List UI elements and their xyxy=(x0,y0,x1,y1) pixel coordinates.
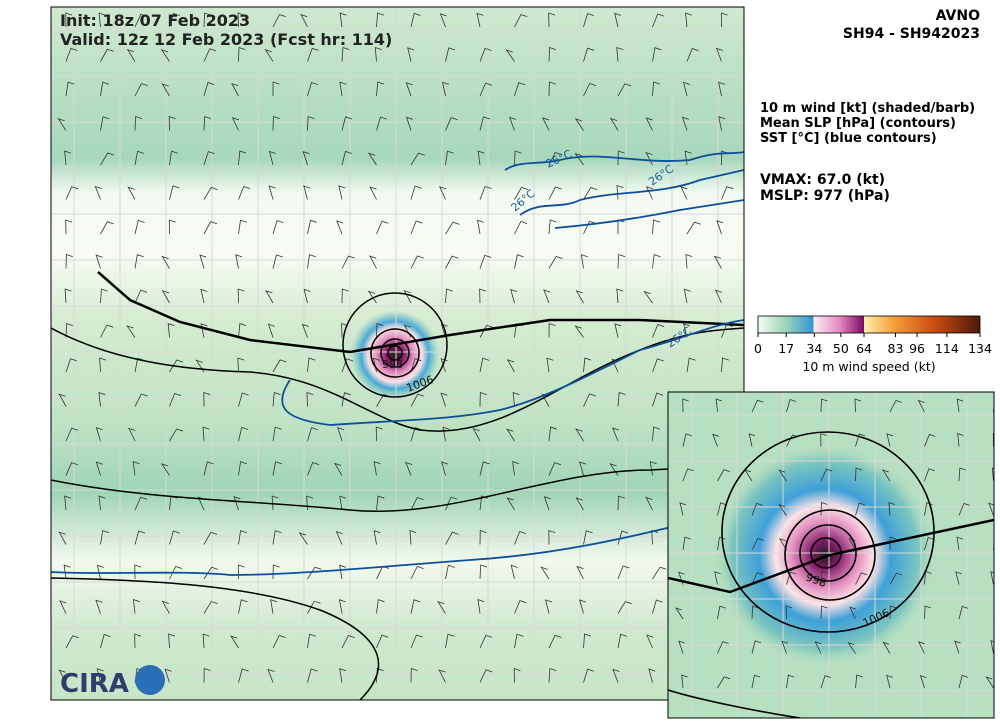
logo-text: CIRA xyxy=(60,669,129,699)
colorbar-tick-label: 114 xyxy=(935,341,959,356)
slp-label: 998 xyxy=(382,358,403,371)
colorbar-tick-label: 17 xyxy=(778,341,794,356)
colorbar-tick-label: 83 xyxy=(888,341,904,356)
colorbar-tick-label: 50 xyxy=(833,341,849,356)
legend-line: Mean SLP [hPa] (contours) xyxy=(760,116,956,131)
cira-logo: CIRA xyxy=(60,665,165,699)
inset-map: 1006 998 xyxy=(668,392,1000,718)
storm-id: SH94 - SH942023 xyxy=(843,26,980,42)
model-name: AVNO xyxy=(936,8,980,24)
valid-time: Valid: 12z 12 Feb 2023 (Fcst hr: 114) xyxy=(60,30,392,49)
mslp: MSLP: 977 (hPa) xyxy=(760,188,890,204)
init-time: Init: 18z 07 Feb 2023 xyxy=(60,11,250,30)
colorbar-tick-label: 0 xyxy=(754,341,762,356)
vmax: VMAX: 67.0 (kt) xyxy=(760,172,885,188)
legend-line: 10 m wind [kt] (shaded/barb) xyxy=(760,101,975,116)
colorbar-label: 10 m wind speed (kt) xyxy=(802,359,935,374)
colorbar-tick-label: 34 xyxy=(806,341,822,356)
colorbar-tick-label: 96 xyxy=(909,341,925,356)
legend-line: SST [°C] (blue contours) xyxy=(760,131,937,146)
colorbar-tick-label: 134 xyxy=(968,341,992,356)
colorbar xyxy=(758,316,980,333)
colorbar-tick-label: 64 xyxy=(856,341,872,356)
main-map: 26°C 26°C 26°C 26°C 1006 998 Init: 18z 0… xyxy=(51,7,744,700)
